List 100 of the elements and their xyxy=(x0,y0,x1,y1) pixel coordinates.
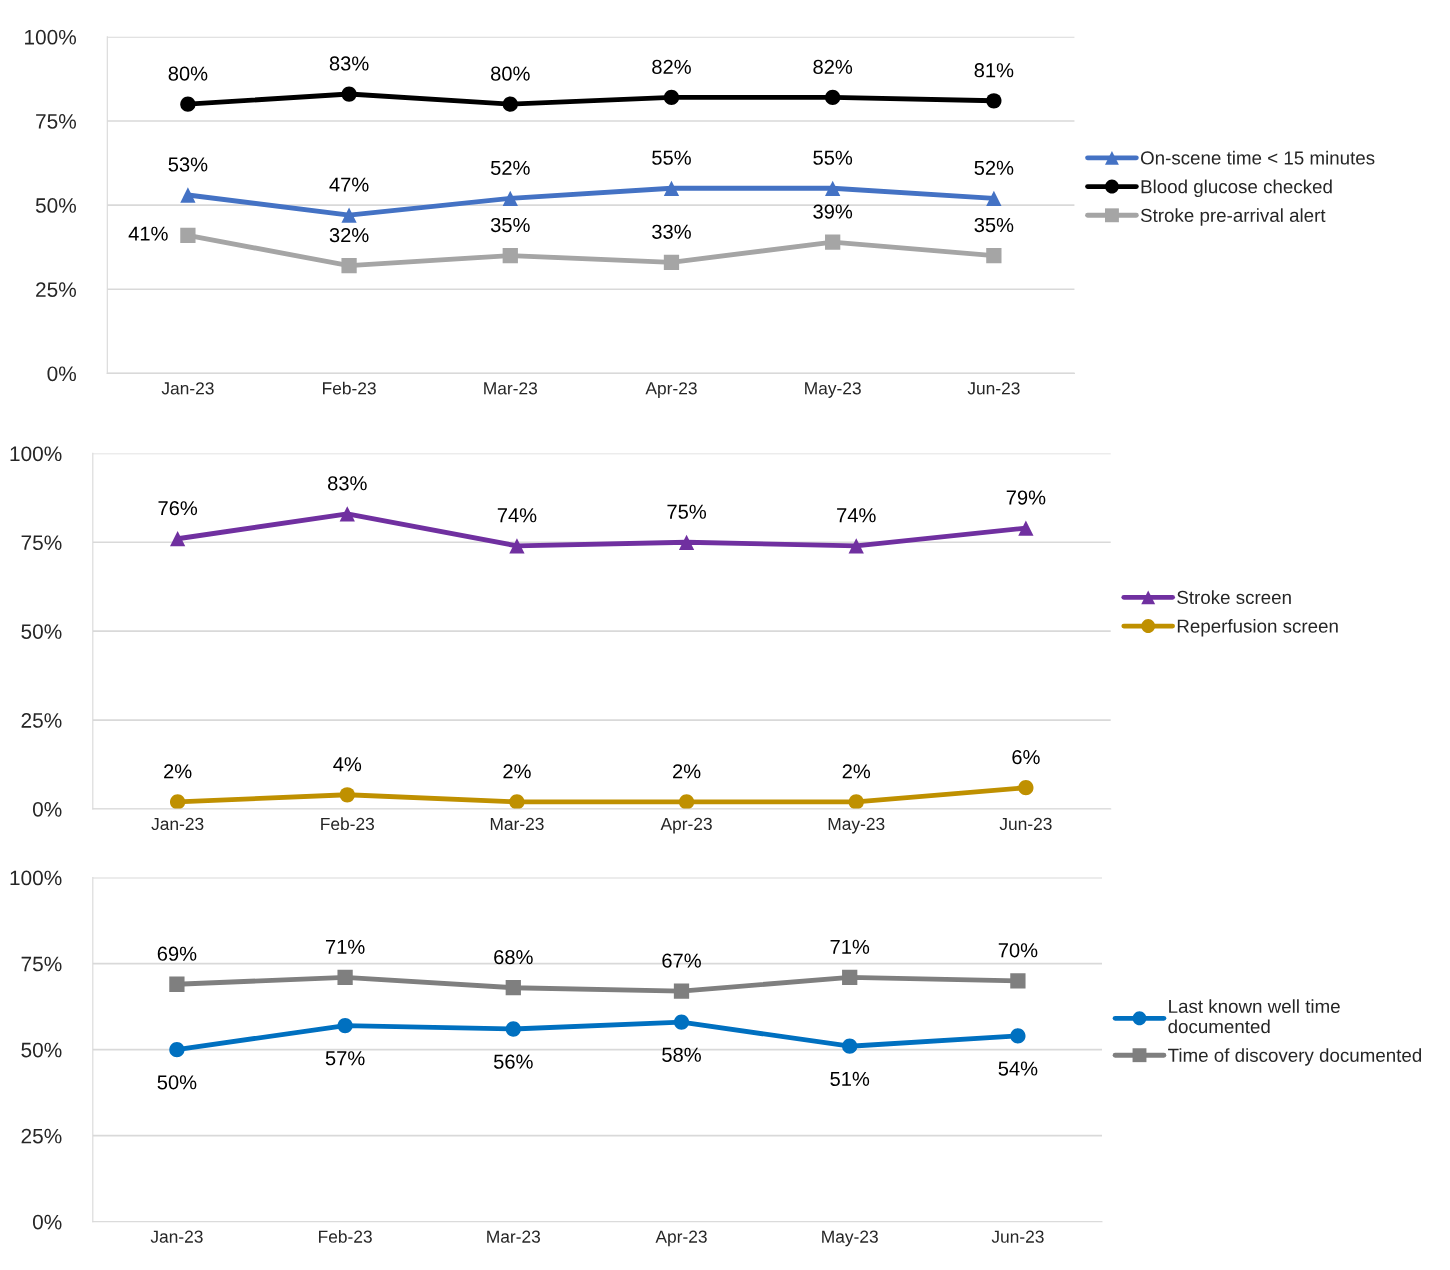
point xyxy=(663,254,680,270)
legend-label: Time of discovery documented xyxy=(1168,1048,1422,1066)
data-label: 41% xyxy=(128,226,168,241)
data-label: 82% xyxy=(813,59,853,74)
data-label: 4% xyxy=(333,757,362,772)
legend-label: Reperfusion screen xyxy=(1177,619,1338,637)
point xyxy=(678,794,695,809)
data-label: 83% xyxy=(328,476,367,491)
point xyxy=(1010,1028,1026,1044)
data-label: 79% xyxy=(1006,490,1046,505)
point xyxy=(986,247,1002,264)
point xyxy=(848,538,864,554)
x-tick-label: Jan-23 xyxy=(161,382,214,395)
point xyxy=(825,180,841,196)
data-label: 80% xyxy=(168,66,208,81)
legend-label: Last known well time documented xyxy=(1168,999,1340,1034)
point xyxy=(502,247,518,264)
x-tick-label: Mar-23 xyxy=(490,817,544,831)
data-label: 52% xyxy=(490,160,530,175)
x-tick-label: Jan-23 xyxy=(150,1230,203,1243)
point xyxy=(169,1042,185,1058)
data-label: 69% xyxy=(157,946,197,961)
data-label: 82% xyxy=(652,59,691,74)
x-tick-label: Apr-23 xyxy=(645,382,697,398)
data-label: 51% xyxy=(830,1071,870,1087)
data-label: 76% xyxy=(158,501,198,516)
point xyxy=(337,969,353,986)
data-label: 68% xyxy=(494,950,533,965)
data-label: 55% xyxy=(652,150,691,165)
data-label: 39% xyxy=(813,204,853,219)
point xyxy=(1018,780,1034,796)
y-tick-label: 0% xyxy=(47,366,76,382)
point xyxy=(337,1017,353,1034)
data-label: 74% xyxy=(837,508,876,523)
point xyxy=(502,96,518,112)
point xyxy=(509,538,525,554)
y-tick-label: 50% xyxy=(21,1042,62,1058)
data-label: 80% xyxy=(491,66,530,81)
y-tick-label: 75% xyxy=(21,956,62,972)
data-label: 2% xyxy=(842,764,871,779)
point xyxy=(986,190,1002,207)
y-tick-label: 100% xyxy=(10,446,62,462)
point xyxy=(1018,520,1034,536)
x-tick-label: May-23 xyxy=(822,1230,878,1247)
data-label: 52% xyxy=(974,160,1014,175)
data-label: 33% xyxy=(652,224,691,239)
x-tick-label: Jun-23 xyxy=(991,1230,1044,1243)
point xyxy=(825,89,841,106)
data-label: 50% xyxy=(157,1075,197,1090)
point xyxy=(180,96,196,112)
point xyxy=(825,234,841,250)
data-label: 53% xyxy=(168,157,208,172)
data-label: 58% xyxy=(662,1047,701,1062)
point xyxy=(842,1038,858,1054)
data-label: 70% xyxy=(998,943,1038,958)
point xyxy=(169,531,186,547)
point xyxy=(169,976,185,992)
y-tick-label: 50% xyxy=(21,624,62,639)
legend-label: Blood glucose checked xyxy=(1141,179,1332,198)
y-tick-label: 0% xyxy=(32,801,62,817)
point xyxy=(848,794,864,809)
point xyxy=(673,1014,690,1030)
y-tick-label: 75% xyxy=(36,114,76,129)
point xyxy=(842,969,858,986)
point xyxy=(502,190,518,207)
x-tick-label: Feb-23 xyxy=(319,1230,372,1243)
point xyxy=(663,89,680,106)
data-label: 83% xyxy=(329,56,369,71)
data-label: 56% xyxy=(493,1054,533,1069)
point xyxy=(505,1021,521,1037)
data-label: 47% xyxy=(329,177,369,192)
y-tick-label: 100% xyxy=(25,29,77,45)
data-label: 2% xyxy=(503,764,531,779)
legend-label: Stroke pre-arrival alert xyxy=(1140,208,1326,226)
x-tick-label: Feb-23 xyxy=(323,381,376,395)
data-label: 55% xyxy=(813,150,853,165)
x-tick-label: Apr-23 xyxy=(655,1230,707,1247)
x-tick-label: May-23 xyxy=(805,382,861,398)
point xyxy=(339,787,355,803)
data-label: 32% xyxy=(329,228,369,243)
y-tick-label: 75% xyxy=(21,535,62,551)
point xyxy=(341,207,357,223)
data-label: 74% xyxy=(497,508,537,523)
point xyxy=(169,794,186,809)
y-tick-label: 25% xyxy=(21,713,62,728)
point xyxy=(180,227,196,244)
data-label: 35% xyxy=(974,217,1014,233)
x-tick-label: Feb-23 xyxy=(321,817,375,831)
y-tick-label: 0% xyxy=(32,1214,62,1230)
data-label: 35% xyxy=(490,217,530,233)
point xyxy=(505,980,521,996)
legend-label: On-scene time < 15 minutes xyxy=(1140,150,1375,165)
y-tick-label: 25% xyxy=(36,282,76,297)
x-tick-label: Jun-23 xyxy=(967,382,1020,395)
point xyxy=(1010,973,1026,989)
x-tick-label: Jan-23 xyxy=(151,817,204,831)
data-label: 2% xyxy=(164,764,192,779)
x-tick-label: Mar-23 xyxy=(484,382,538,395)
point xyxy=(180,187,196,203)
point xyxy=(341,258,357,274)
